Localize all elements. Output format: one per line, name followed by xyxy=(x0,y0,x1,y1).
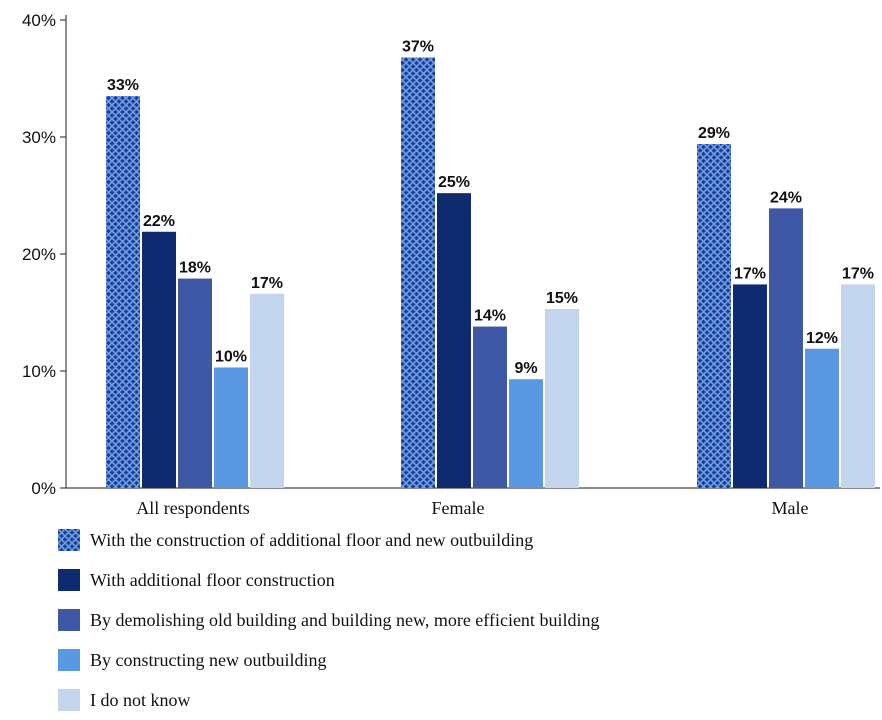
data-label: 17% xyxy=(251,275,283,292)
bar xyxy=(805,348,839,488)
legend-swatch xyxy=(58,569,80,591)
legend-label: I do not know xyxy=(90,689,191,710)
bar xyxy=(545,308,579,488)
legend-label: By constructing new outbuilding xyxy=(90,649,327,670)
bar xyxy=(250,293,284,488)
bar xyxy=(178,278,212,488)
data-label: 17% xyxy=(734,265,766,282)
bar xyxy=(697,144,731,488)
y-axis-ticks: 0% 10% 20% 30% 40% xyxy=(22,11,66,498)
data-label: 33% xyxy=(107,77,139,94)
legend-swatch xyxy=(58,609,80,631)
y-tick-label: 10% xyxy=(22,362,56,381)
legend-item: With the construction of additional floo… xyxy=(58,520,599,560)
bar xyxy=(733,284,767,488)
bar xyxy=(142,231,176,488)
data-label: 22% xyxy=(143,213,175,230)
data-label: 29% xyxy=(698,125,730,142)
bars-group: 33% 22% 18% 10% 17% 37% 25% 14% 9% 15% 29% 17% 24% 12… xyxy=(106,38,875,489)
legend-label: By demolishing old building and building… xyxy=(90,609,600,630)
legend-swatch xyxy=(58,689,80,711)
legend: With the construction of additional floo… xyxy=(58,520,599,720)
bar xyxy=(106,96,140,489)
data-label: 25% xyxy=(438,174,470,191)
data-label: 37% xyxy=(402,38,434,55)
y-tick-label: 0% xyxy=(31,479,56,498)
legend-item: I do not know xyxy=(58,680,599,720)
category-label: All respondents xyxy=(136,498,249,518)
data-label: 9% xyxy=(514,360,537,377)
legend-swatch xyxy=(58,649,80,671)
category-labels: All respondents Female Male xyxy=(136,498,808,518)
bar xyxy=(509,379,543,488)
bar-chart: 0% 10% 20% 30% 40% 33% 22% 18% 10% 17% 37% 25% 14% 9… xyxy=(22,11,880,518)
data-label: 24% xyxy=(770,189,802,206)
data-label: 17% xyxy=(842,265,874,282)
legend-item: With additional floor construction xyxy=(58,560,599,600)
bar xyxy=(437,193,471,488)
legend-item: By demolishing old building and building… xyxy=(58,600,599,640)
bar xyxy=(473,326,507,488)
legend-swatch xyxy=(58,529,80,551)
legend-label: With additional floor construction xyxy=(90,569,335,590)
data-label: 15% xyxy=(546,290,578,307)
y-tick-label: 40% xyxy=(22,11,56,30)
y-tick-label: 20% xyxy=(22,245,56,264)
data-label: 12% xyxy=(806,330,838,347)
y-tick-label: 30% xyxy=(22,128,56,147)
bar xyxy=(841,284,875,488)
bar xyxy=(401,57,435,488)
bar xyxy=(214,367,248,488)
legend-label: With the construction of additional floo… xyxy=(90,529,534,550)
category-label: Female xyxy=(432,498,485,518)
category-label: Male xyxy=(772,498,809,518)
bar xyxy=(769,208,803,488)
data-label: 18% xyxy=(179,260,211,277)
data-label: 14% xyxy=(474,308,506,325)
legend-item: By constructing new outbuilding xyxy=(58,640,599,680)
data-label: 10% xyxy=(215,348,247,365)
